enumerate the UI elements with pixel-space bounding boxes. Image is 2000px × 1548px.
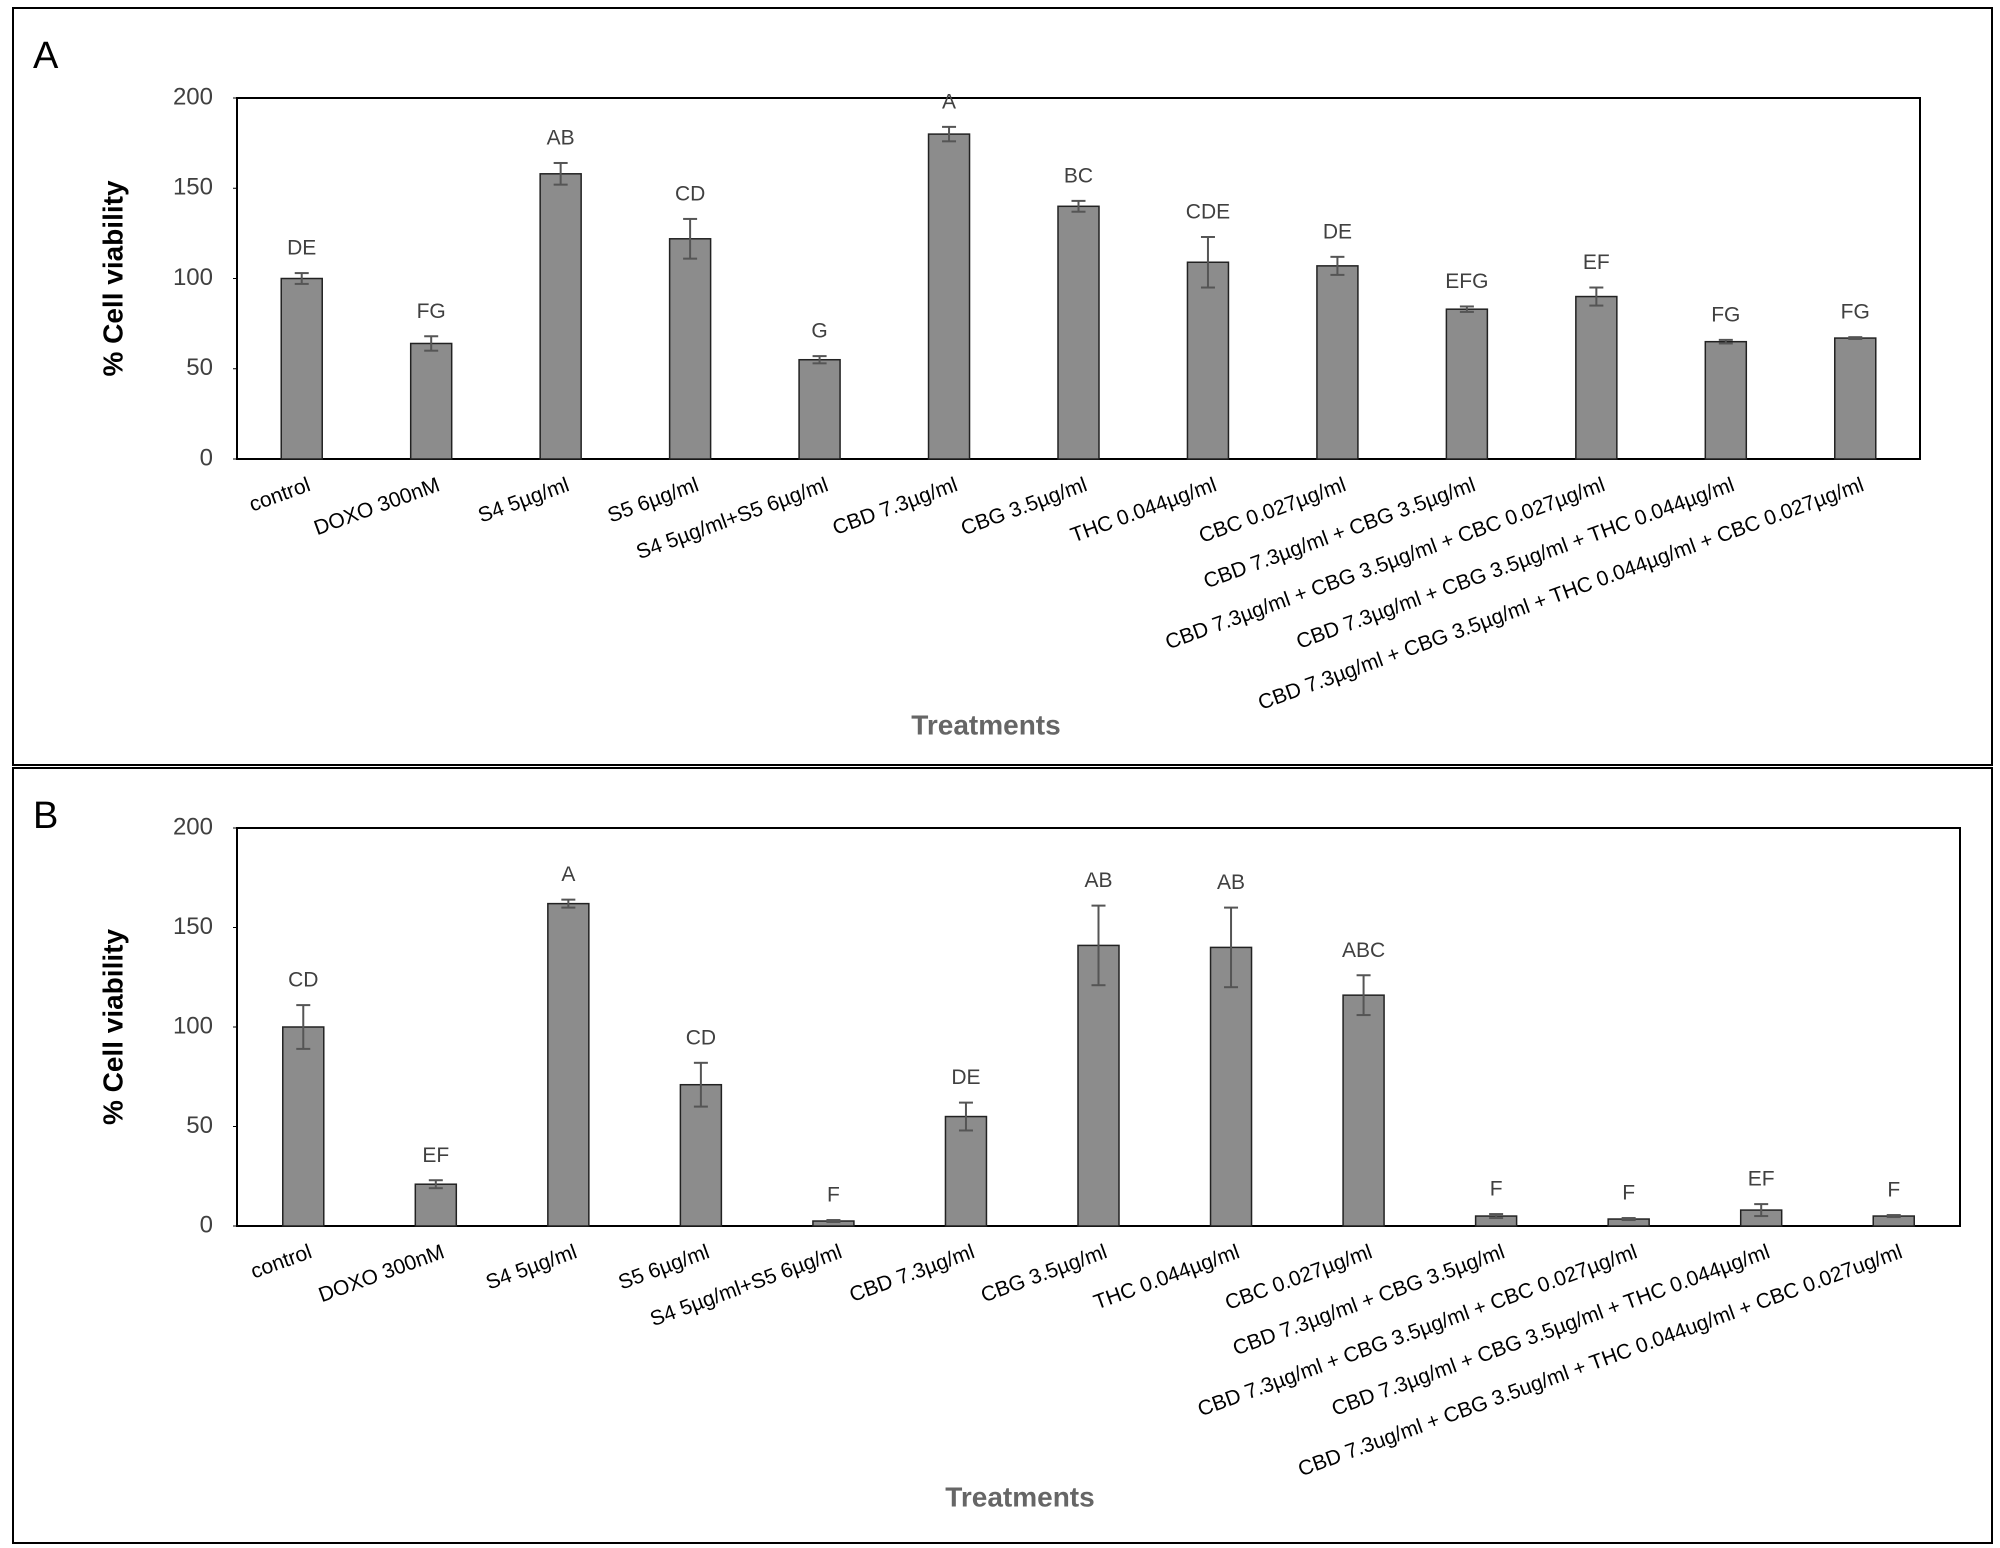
annotation: EF (1748, 1168, 1775, 1191)
y-tick-label: 200 (173, 813, 213, 840)
bar (944, 1115, 988, 1227)
annotation: F (1622, 1182, 1635, 1205)
bar (280, 277, 323, 460)
x-tick-label: S4 5µg/ml (483, 1240, 580, 1294)
bar (547, 902, 590, 1227)
annotation: DE (951, 1066, 980, 1089)
x-tick-label: CBG 3.5µg/ml (978, 1240, 1110, 1307)
bar (1445, 308, 1489, 460)
x-tick-label: S4 5µg/ml (475, 473, 572, 527)
x-tick-label: S5 6µg/ml (605, 473, 702, 527)
bar (1704, 340, 1748, 460)
bar (539, 173, 582, 460)
x-tick-label: THC 0.044µg/ml (1068, 473, 1220, 547)
x-axis-title: Treatments (911, 709, 1060, 740)
bar (927, 133, 971, 460)
annotation: FG (417, 300, 446, 323)
annotation: EF (422, 1144, 449, 1167)
annotation: EFG (1445, 270, 1488, 293)
annotation: CDE (1186, 201, 1230, 224)
x-axis-title: Treatments (945, 1481, 1094, 1512)
bar (1209, 946, 1253, 1227)
annotation: FG (1711, 303, 1740, 326)
annotation: AB (1084, 869, 1112, 892)
annotation: A (942, 90, 956, 113)
panel-label: B (33, 795, 58, 837)
y-tick-label: 50 (186, 1112, 213, 1139)
x-tick-label: CBD 7.3µg/ml (830, 473, 961, 539)
annotation: ABC (1342, 939, 1385, 962)
annotation: BC (1064, 164, 1093, 187)
x-tick-label: THC 0.044µg/ml (1091, 1240, 1243, 1314)
y-axis-title: % Cell viability (97, 929, 128, 1125)
y-tick-label: 150 (173, 913, 213, 940)
annotation: DE (287, 237, 316, 260)
bar (679, 1083, 723, 1227)
annotation: CD (288, 969, 318, 992)
bar (1316, 265, 1359, 460)
y-axis-title: % Cell viability (97, 180, 128, 376)
panel-border (12, 7, 1993, 766)
bar (1057, 205, 1100, 460)
panel-border (12, 767, 1993, 1544)
bar (1342, 994, 1385, 1227)
x-tick-label: S5 6µg/ml (615, 1240, 712, 1294)
bar (1186, 261, 1230, 460)
annotation: AB (547, 127, 575, 150)
annotation: FG (1841, 301, 1870, 324)
annotation: F (1887, 1179, 1900, 1202)
bar (1834, 337, 1877, 460)
x-tick-label: DOXO 300nM (316, 1240, 448, 1307)
x-tick-label: control (248, 1240, 315, 1283)
bar (798, 358, 841, 460)
annotation: CD (686, 1026, 716, 1049)
y-tick-label: 200 (173, 83, 213, 110)
y-tick-label: 0 (200, 1211, 213, 1238)
annotation: F (827, 1184, 840, 1207)
x-tick-label: DOXO 300nM (311, 473, 443, 540)
x-tick-label: control (246, 473, 313, 516)
x-tick-label: CBD 7.3µg/ml (846, 1240, 977, 1306)
annotation: EF (1583, 251, 1610, 274)
bar (409, 342, 453, 460)
bar (414, 1183, 458, 1227)
y-tick-label: 150 (173, 174, 213, 201)
bar (1575, 295, 1618, 460)
y-tick-label: 50 (186, 354, 213, 381)
y-tick-label: 100 (173, 264, 213, 291)
annotation: AB (1217, 871, 1245, 894)
annotation: A (561, 863, 575, 886)
bar (282, 1026, 325, 1227)
annotation: G (811, 320, 827, 343)
y-tick-label: 100 (173, 1012, 213, 1039)
panel-label: A (33, 35, 59, 77)
annotation: F (1490, 1178, 1503, 1201)
annotation: CD (675, 182, 705, 205)
bar (668, 238, 712, 460)
annotation: DE (1323, 220, 1352, 243)
y-tick-label: 0 (200, 444, 213, 471)
bar (1077, 944, 1120, 1227)
